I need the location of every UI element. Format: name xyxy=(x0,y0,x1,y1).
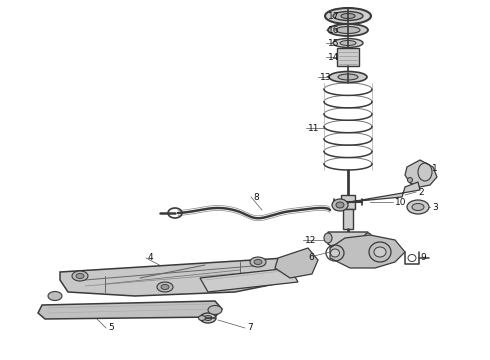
Text: 13: 13 xyxy=(320,72,332,81)
Polygon shape xyxy=(405,160,437,187)
Ellipse shape xyxy=(161,284,169,289)
FancyBboxPatch shape xyxy=(337,48,359,66)
Ellipse shape xyxy=(200,313,216,323)
Ellipse shape xyxy=(325,8,371,24)
Polygon shape xyxy=(60,258,292,296)
Ellipse shape xyxy=(408,177,413,183)
Ellipse shape xyxy=(374,247,386,257)
Ellipse shape xyxy=(333,12,363,21)
Polygon shape xyxy=(275,248,318,278)
FancyBboxPatch shape xyxy=(341,195,355,209)
Text: 8: 8 xyxy=(253,193,259,202)
Text: 14: 14 xyxy=(328,53,340,62)
Text: 2: 2 xyxy=(418,188,424,197)
Polygon shape xyxy=(200,268,298,292)
Ellipse shape xyxy=(407,200,429,214)
Ellipse shape xyxy=(157,282,173,292)
Ellipse shape xyxy=(336,27,360,33)
Ellipse shape xyxy=(336,202,344,208)
Ellipse shape xyxy=(330,249,340,257)
Text: 5: 5 xyxy=(108,324,114,333)
Text: 15: 15 xyxy=(328,39,340,48)
Text: 12: 12 xyxy=(305,235,317,244)
Ellipse shape xyxy=(412,203,424,211)
Text: 9: 9 xyxy=(420,253,426,262)
Ellipse shape xyxy=(72,271,88,281)
Ellipse shape xyxy=(324,233,332,243)
Text: 17: 17 xyxy=(328,12,340,21)
Ellipse shape xyxy=(76,274,84,279)
Ellipse shape xyxy=(329,72,367,82)
Ellipse shape xyxy=(48,292,62,301)
Text: 11: 11 xyxy=(308,123,319,132)
Text: 4: 4 xyxy=(148,253,154,262)
Polygon shape xyxy=(330,235,405,268)
Text: 3: 3 xyxy=(432,202,438,212)
Ellipse shape xyxy=(328,24,368,36)
Ellipse shape xyxy=(341,14,355,18)
Polygon shape xyxy=(38,301,222,319)
Ellipse shape xyxy=(198,315,205,320)
Text: 1: 1 xyxy=(432,163,438,172)
Ellipse shape xyxy=(338,74,358,80)
Ellipse shape xyxy=(208,306,222,315)
Ellipse shape xyxy=(250,257,266,267)
Ellipse shape xyxy=(364,233,372,243)
Ellipse shape xyxy=(332,199,348,211)
Polygon shape xyxy=(328,232,368,252)
Ellipse shape xyxy=(340,41,356,45)
Ellipse shape xyxy=(204,315,212,320)
Ellipse shape xyxy=(333,39,363,48)
Polygon shape xyxy=(335,182,420,210)
Text: 10: 10 xyxy=(395,198,407,207)
FancyBboxPatch shape xyxy=(343,209,353,229)
Text: 7: 7 xyxy=(247,324,253,333)
Text: 6: 6 xyxy=(308,253,314,262)
Ellipse shape xyxy=(254,260,262,265)
Text: 16: 16 xyxy=(328,26,340,35)
